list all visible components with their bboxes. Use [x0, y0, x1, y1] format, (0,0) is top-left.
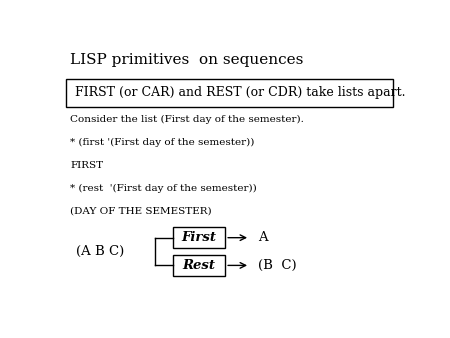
Text: A: A	[258, 231, 267, 244]
Text: LISP primitives  on sequences: LISP primitives on sequences	[70, 53, 304, 67]
Text: (B  C): (B C)	[258, 259, 297, 272]
Text: Consider the list (First day of the semester).: Consider the list (First day of the seme…	[70, 115, 304, 124]
Text: * (rest  '(First day of the semester)): * (rest '(First day of the semester))	[70, 184, 257, 193]
FancyBboxPatch shape	[66, 79, 393, 107]
Text: FIRST: FIRST	[70, 161, 104, 170]
FancyBboxPatch shape	[172, 227, 225, 248]
Text: (DAY OF THE SEMESTER): (DAY OF THE SEMESTER)	[70, 207, 212, 216]
Text: First: First	[181, 231, 216, 244]
Text: (A B C): (A B C)	[76, 245, 124, 258]
Text: Rest: Rest	[182, 259, 216, 272]
Text: FIRST (or CAR) and REST (or CDR) take lists apart.: FIRST (or CAR) and REST (or CDR) take li…	[75, 87, 405, 99]
Text: * (first '(First day of the semester)): * (first '(First day of the semester))	[70, 138, 255, 147]
FancyBboxPatch shape	[172, 255, 225, 276]
